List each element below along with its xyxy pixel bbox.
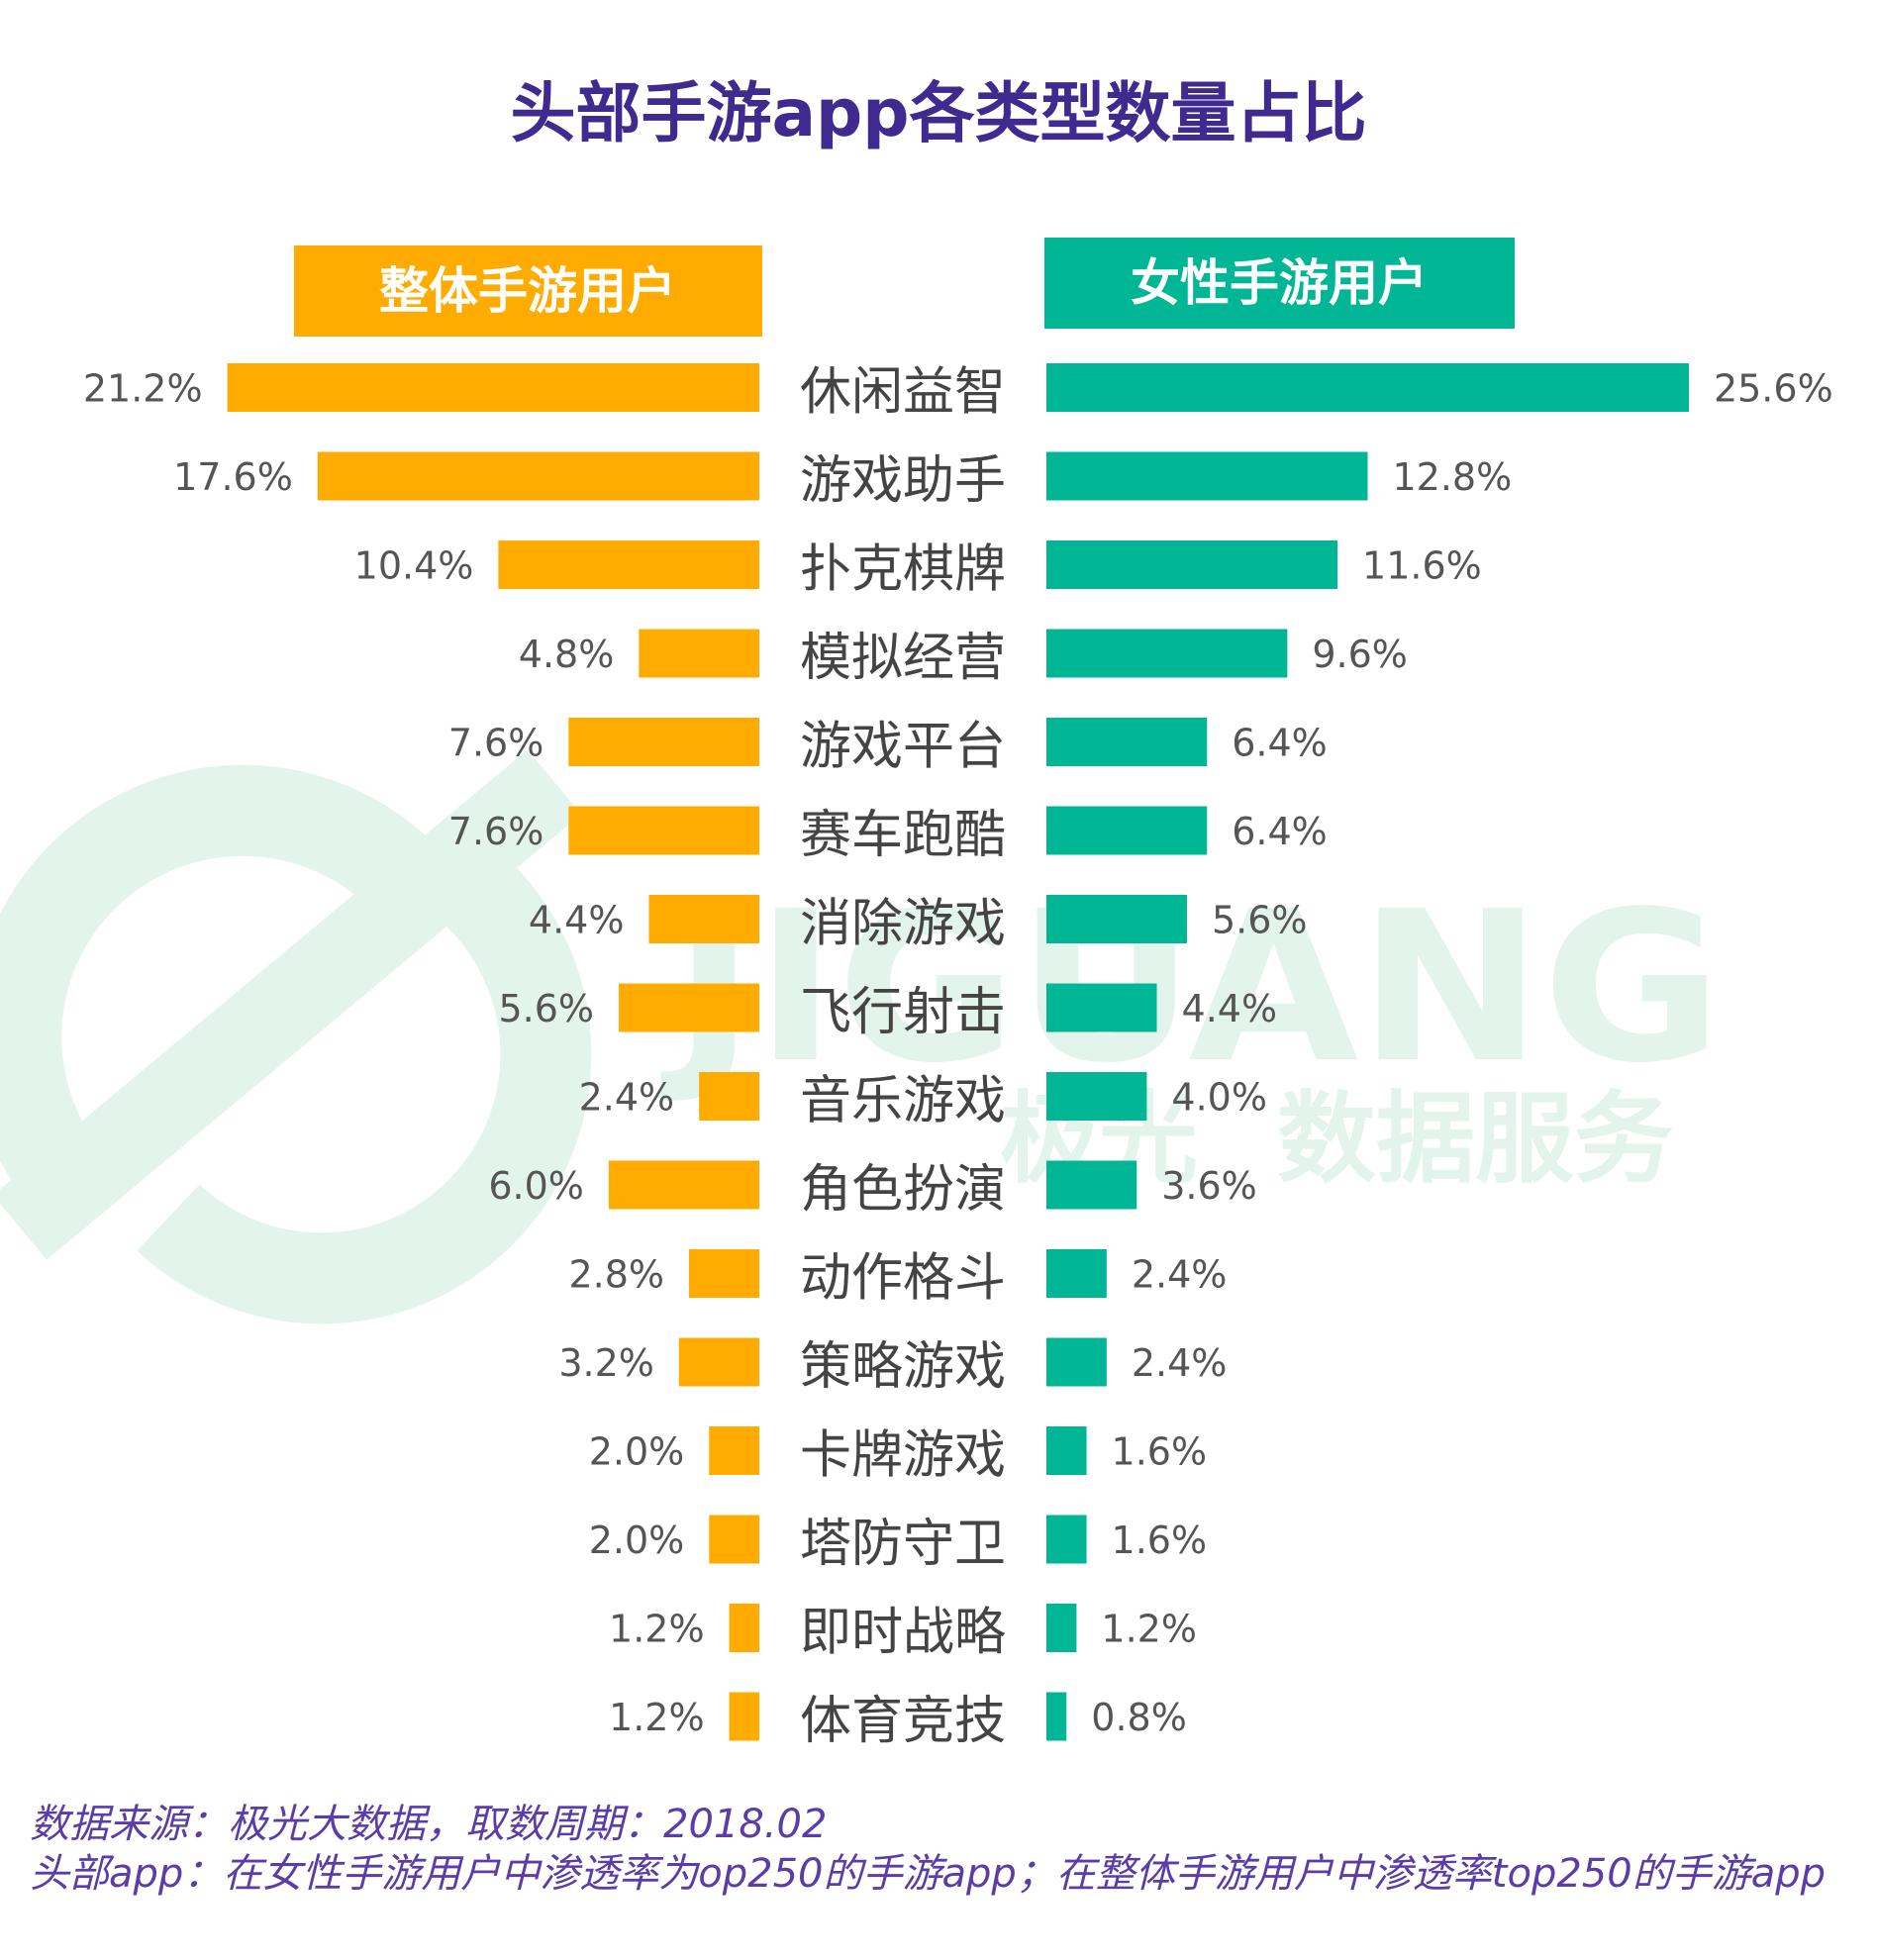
bar-right	[1046, 629, 1288, 678]
bar-left	[709, 1426, 759, 1475]
value-label-left: 2.0%	[589, 1430, 685, 1474]
category-label: 动作格斗	[800, 1249, 1006, 1309]
bar-left	[568, 806, 759, 855]
bar-right	[1046, 363, 1689, 412]
value-label-left: 7.6%	[448, 722, 544, 765]
bar-left	[678, 1337, 759, 1387]
value-label-left: 17.6%	[173, 455, 293, 499]
category-label: 卡牌游戏	[800, 1426, 1006, 1486]
value-label-left: 10.4%	[354, 544, 474, 588]
category-label: 游戏助手	[800, 451, 1006, 511]
value-label-left: 4.8%	[519, 633, 615, 676]
footer-note: 头部app：在女性手游用户中渗透率为op250的手游app；在整体手游用户中渗透…	[30, 1851, 1826, 1897]
value-label-left: 2.4%	[579, 1076, 675, 1120]
value-label-left: 2.8%	[568, 1253, 664, 1297]
bar-left	[689, 1249, 759, 1298]
value-label-right: 6.4%	[1232, 722, 1328, 765]
bar-right	[1046, 895, 1187, 943]
value-label-right: 3.6%	[1161, 1164, 1257, 1208]
bar-right	[1046, 983, 1157, 1032]
value-label-right: 1.6%	[1112, 1430, 1208, 1474]
bar-right	[1046, 806, 1208, 855]
bar-right	[1046, 1160, 1137, 1210]
value-label-left: 6.0%	[488, 1164, 584, 1208]
value-label-left: 2.0%	[589, 1519, 685, 1562]
category-label: 模拟经营	[800, 629, 1006, 688]
bar-right	[1046, 540, 1338, 589]
bar-left	[498, 540, 759, 589]
bar-right	[1046, 718, 1208, 766]
value-label-left: 21.2%	[83, 367, 203, 411]
category-label: 策略游戏	[800, 1337, 1006, 1397]
bar-left	[729, 1604, 759, 1652]
bar-left	[227, 363, 759, 412]
value-label-right: 2.4%	[1132, 1341, 1228, 1385]
bar-right	[1046, 1072, 1147, 1121]
bar-left	[648, 895, 759, 943]
value-label-right: 11.6%	[1362, 544, 1482, 588]
category-label: 即时战略	[800, 1604, 1006, 1663]
legend-right-label: 女性手游用户	[1131, 254, 1428, 312]
legend-left-box	[294, 245, 762, 337]
value-label-left: 3.2%	[558, 1341, 654, 1385]
value-label-right: 1.2%	[1101, 1608, 1197, 1651]
bar-right	[1046, 1604, 1077, 1652]
value-label-right: 4.4%	[1182, 987, 1278, 1030]
value-label-right: 2.4%	[1132, 1253, 1228, 1297]
category-label: 扑克棋牌	[800, 540, 1006, 600]
watermark-logo-icon	[0, 749, 592, 1324]
watermark-tagline: 数据服务	[1277, 1081, 1673, 1197]
bar-left	[639, 629, 759, 678]
value-label-right: 5.6%	[1212, 899, 1308, 942]
bar-right	[1046, 1337, 1107, 1387]
value-label-right: 9.6%	[1312, 633, 1408, 676]
watermark-brand-en: JIGUANG	[660, 866, 1723, 1109]
footer-source: 数据来源：极光大数据，取数周期：2018.02	[30, 1802, 828, 1847]
legend-right-box	[1044, 238, 1515, 329]
bar-left	[619, 983, 759, 1032]
category-label: 消除游戏	[800, 895, 1006, 954]
bar-right	[1046, 1249, 1107, 1298]
value-label-right: 0.8%	[1091, 1696, 1187, 1739]
value-label-left: 4.4%	[529, 899, 625, 942]
value-label-right: 4.0%	[1171, 1076, 1267, 1120]
bar-left	[699, 1072, 759, 1121]
value-label-left: 7.6%	[448, 810, 544, 853]
watermark: JIGUANG 极光 数据服务	[0, 749, 1723, 1324]
category-label: 塔防守卫	[800, 1515, 1006, 1574]
value-label-left: 5.6%	[498, 987, 594, 1030]
category-label: 休闲益智	[800, 363, 1006, 423]
chart-title: 头部手游app各类型数量占比	[510, 75, 1366, 151]
legend-left-label: 整体手游用户	[379, 262, 676, 320]
category-label: 体育竞技	[800, 1692, 1006, 1751]
bar-right	[1046, 451, 1368, 501]
bar-right	[1046, 1426, 1087, 1475]
category-label: 飞行射击	[800, 983, 1006, 1042]
category-label: 音乐游戏	[800, 1072, 1006, 1131]
value-label-right: 6.4%	[1232, 810, 1328, 853]
value-label-left: 1.2%	[609, 1696, 705, 1739]
value-label-right: 1.6%	[1112, 1519, 1208, 1562]
value-label-left: 1.2%	[609, 1608, 705, 1651]
bar-left	[568, 718, 759, 766]
bar-left	[608, 1160, 759, 1210]
bar-right	[1046, 1515, 1087, 1564]
category-label: 游戏平台	[800, 718, 1006, 777]
value-label-right: 25.6%	[1714, 367, 1833, 411]
category-label: 赛车跑酷	[800, 806, 1006, 865]
bars: 21.2% 休闲益智 25.6% 17.6% 游戏助手 12.8% 10.4% 扑克棋牌 11.…	[83, 363, 1833, 1752]
bar-left	[709, 1515, 759, 1564]
bar-left	[317, 451, 759, 501]
value-label-right: 12.8%	[1392, 455, 1512, 499]
category-label: 角色扮演	[800, 1160, 1006, 1220]
bar-right	[1046, 1692, 1067, 1741]
bar-left	[729, 1692, 759, 1741]
